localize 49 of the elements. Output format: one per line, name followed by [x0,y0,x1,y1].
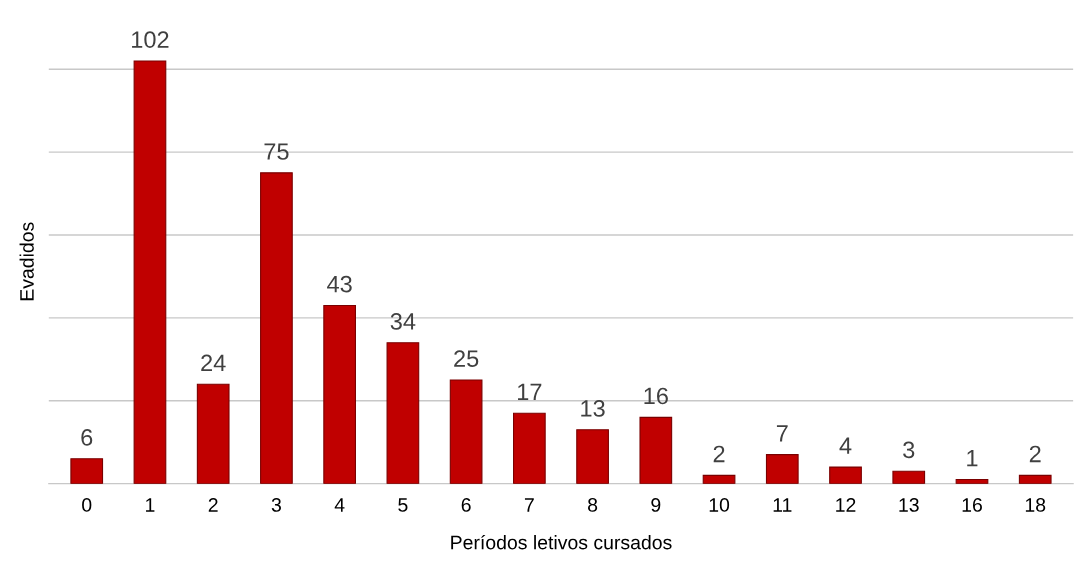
bar [449,379,483,484]
bar [70,458,104,484]
x-tick-label: 1 [146,498,155,512]
data-label: 75 [264,143,289,160]
bar [323,304,357,484]
x-tick-label: 12 [836,498,856,512]
data-label: 25 [454,350,479,368]
data-label: 16 [644,387,668,405]
bar [512,412,546,484]
data-label: 24 [201,354,226,371]
bar [133,60,167,484]
bar [892,470,926,484]
data-label: 6 [81,429,93,446]
bar [639,416,673,484]
x-tick-label: 9 [651,498,661,512]
bar [386,342,420,484]
bar [702,474,736,484]
x-tick-label: 16 [962,498,982,512]
bar [196,383,230,484]
y-axis-title: Evadidos [19,222,34,301]
x-tick-label: 3 [271,498,281,512]
x-tick-label: 6 [461,498,471,512]
x-tick-label: 0 [82,498,92,512]
bar [1018,474,1052,484]
x-tick-label: 4 [334,498,345,512]
data-label: 13 [581,400,605,417]
bar [260,172,293,484]
data-label: 7 [776,425,788,442]
bar [576,429,609,484]
data-label: 3 [903,441,915,459]
data-label: 17 [518,383,542,400]
data-label: 2 [1029,445,1041,463]
x-tick-label: 10 [709,498,730,512]
x-tick-label: 2 [208,498,218,512]
x-tick-label: 11 [773,498,792,512]
data-label: 102 [132,31,169,48]
bar [829,466,862,484]
data-label: 34 [390,313,416,330]
data-label: 43 [327,275,352,293]
x-tick-label: 13 [899,498,919,512]
x-tick-label: 8 [588,498,598,512]
x-tick-label: 18 [1025,498,1046,512]
x-axis-title: Períodos letivos cursados [451,534,672,550]
bar [765,454,799,484]
data-label: 4 [839,437,852,454]
x-tick-label: 7 [524,498,534,512]
data-label: 1 [967,450,978,467]
x-tick-label: 5 [398,498,408,512]
data-label: 2 [713,445,725,463]
